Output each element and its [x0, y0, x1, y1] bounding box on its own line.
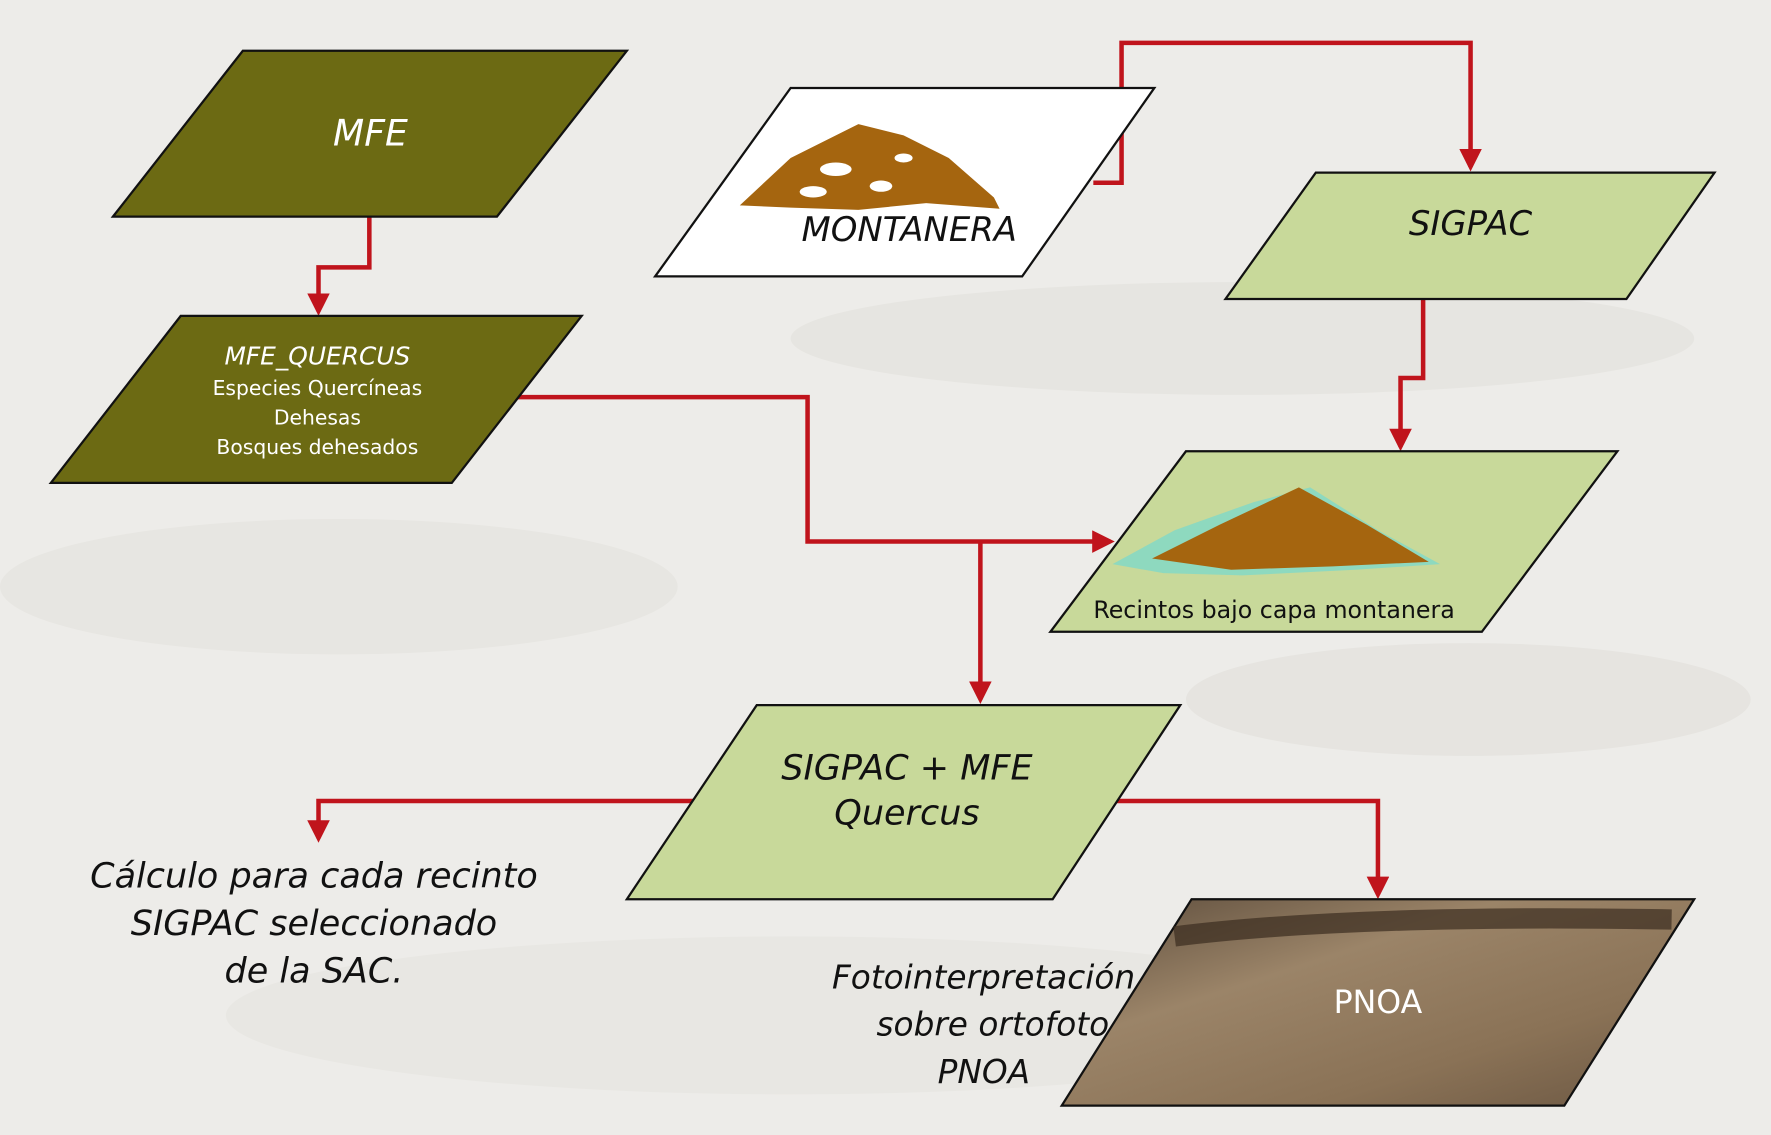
- layer-line: Quercus: [834, 794, 979, 834]
- layer-sigpac-mfe: [624, 704, 1183, 901]
- shape-holes: [799, 153, 913, 198]
- note-line: Fotointerpretación: [832, 958, 1135, 996]
- montanera-shape: [1152, 487, 1429, 570]
- note-line: sobre ortofoto: [876, 1006, 1109, 1044]
- note-line: Cálculo para cada recinto: [90, 857, 538, 897]
- layer-label: SIGPAC: [1409, 204, 1533, 243]
- photo-texture: [1173, 908, 1672, 947]
- layer-mfe: [110, 49, 630, 218]
- layer-label: MFE: [333, 111, 408, 154]
- arrow: [508, 394, 1115, 553]
- layer-label: Recintos bajo capa montanera: [1093, 596, 1454, 624]
- note-line: SIGPAC seleccionado: [131, 904, 497, 944]
- arrow: [1093, 40, 1482, 186]
- arrow: [307, 216, 372, 316]
- layer-label: PNOA: [1334, 985, 1423, 1021]
- arrow: [1106, 798, 1390, 900]
- arrow: [307, 798, 703, 843]
- arrow: [1389, 298, 1426, 452]
- layer-mfe-quercus: [48, 314, 584, 485]
- connectors: [307, 40, 1482, 900]
- layer-label: MFE_QUERCUS: [224, 342, 410, 371]
- layer-line: Dehesas: [274, 406, 361, 430]
- layer-line: SIGPAC + MFE: [781, 748, 1033, 788]
- layer-label: MONTANERA: [801, 210, 1016, 249]
- layer-sigpac: [1223, 171, 1717, 301]
- note-line: PNOA: [938, 1053, 1030, 1091]
- layer-line: Bosques dehesados: [216, 435, 418, 459]
- layer-line: Especies Quercíneas: [213, 376, 423, 400]
- note-line: de la SAC.: [225, 952, 404, 992]
- layer-pnoa: [1059, 898, 1697, 1107]
